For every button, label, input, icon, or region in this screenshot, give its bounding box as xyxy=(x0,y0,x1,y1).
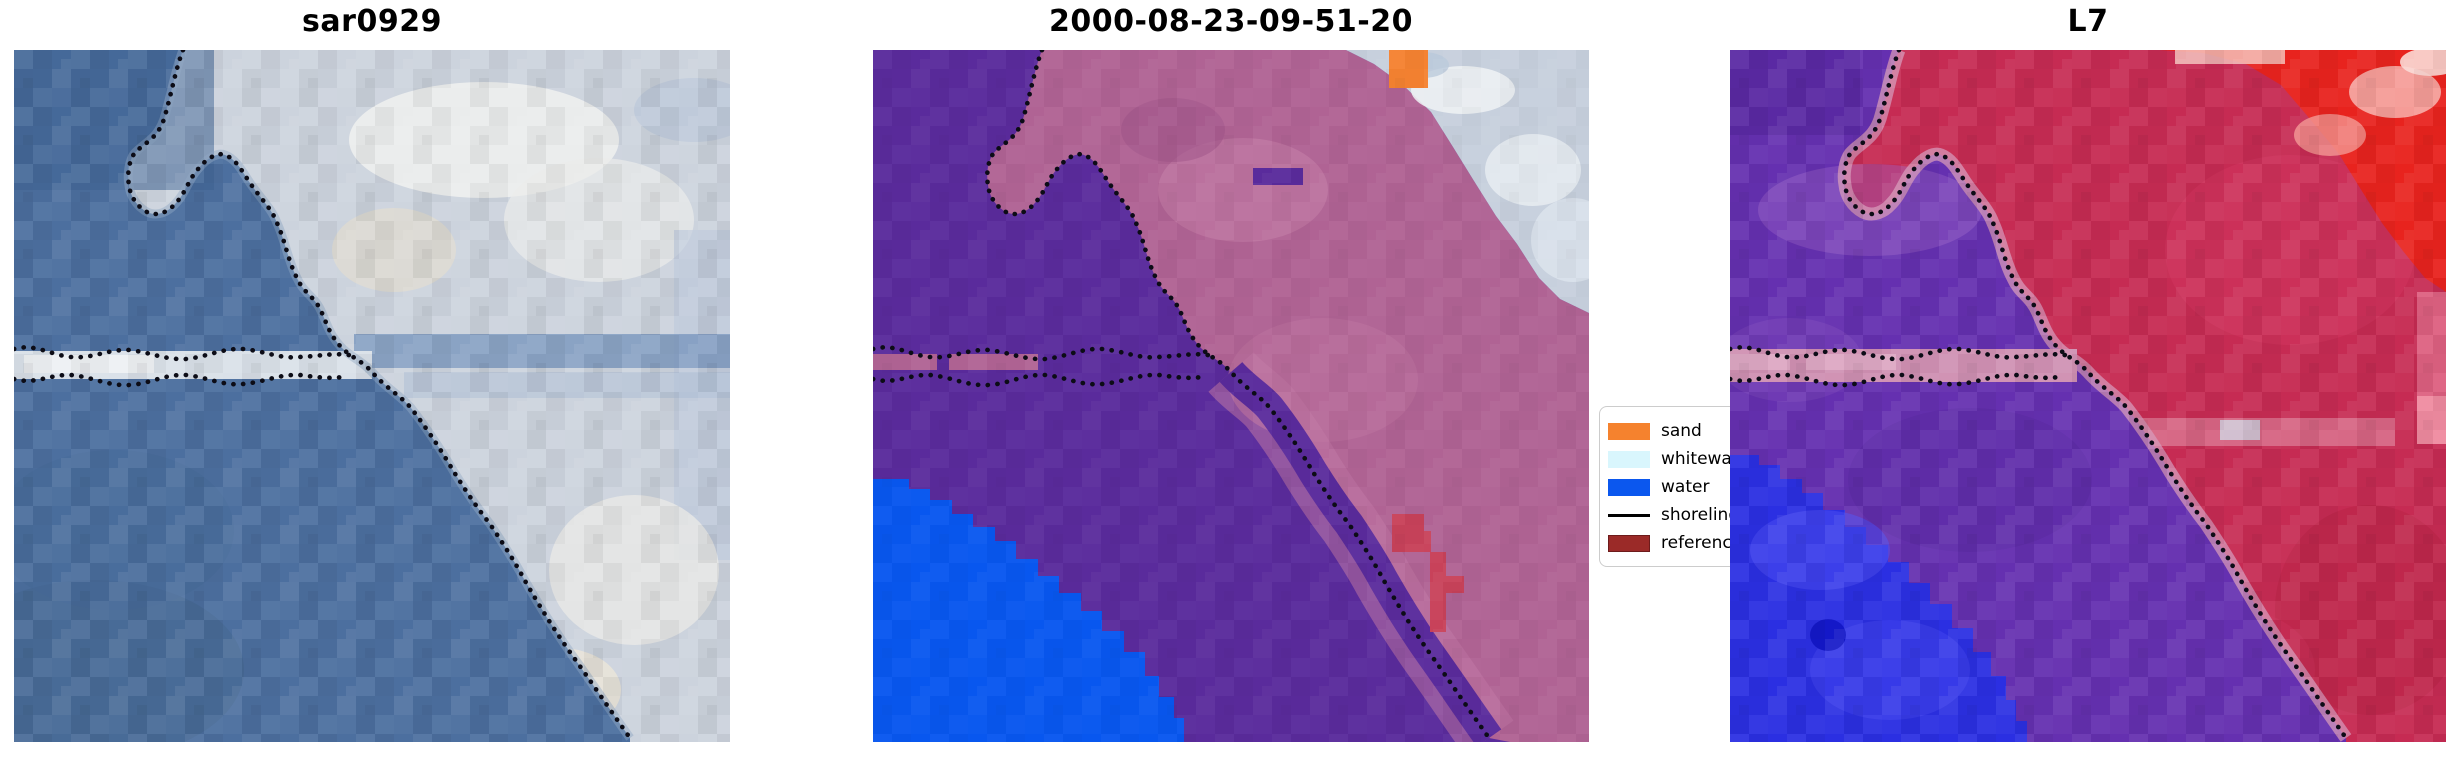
panel-title-sar: sar0929 xyxy=(302,4,442,39)
p1-channel-dots-upper xyxy=(14,345,357,362)
p3-pixel-noise xyxy=(1730,50,2446,742)
p2-shoreline-dots xyxy=(984,50,1492,741)
p3-channel-dots-lower xyxy=(1730,372,2062,388)
panel-image-sar xyxy=(14,50,730,742)
p2-channel-dots-upper xyxy=(873,345,1216,362)
panel-title-classified: 2000-08-23-09-51-20 xyxy=(1049,4,1413,39)
p1-shoreline-dots xyxy=(125,50,633,741)
p1-pixel-noise xyxy=(14,50,730,742)
panel-image-classified xyxy=(873,50,1589,742)
legend-item-shoreline: shoreline xyxy=(1608,501,1812,529)
legend-swatch-water xyxy=(1608,478,1650,496)
p3-shoreline-dots xyxy=(1841,50,2349,741)
panel-image-l7 xyxy=(1730,50,2446,742)
legend-label-shoreline: shoreline xyxy=(1661,505,1739,525)
legend-label-reference: reference xyxy=(1661,533,1743,553)
legend-swatch-shoreline-line xyxy=(1608,513,1650,517)
legend-item-water: water xyxy=(1608,473,1812,501)
legend-label-sand: sand xyxy=(1661,421,1702,441)
panel-title-l7: L7 xyxy=(2067,4,2109,39)
legend-swatch-whitewater xyxy=(1608,450,1650,468)
legend-item-reference: reference xyxy=(1608,529,1812,557)
legend-swatch-sand xyxy=(1608,422,1650,440)
p2-channel-dots-lower xyxy=(873,372,1205,388)
legend-swatch-reference xyxy=(1608,534,1650,552)
legend-label-water: water xyxy=(1661,477,1710,497)
legend-item-sand: sand xyxy=(1608,417,1812,445)
p2-pixel-noise xyxy=(873,50,1589,742)
p1-channel-dots-lower xyxy=(14,372,346,388)
p3-channel-dots-upper xyxy=(1730,345,2073,362)
